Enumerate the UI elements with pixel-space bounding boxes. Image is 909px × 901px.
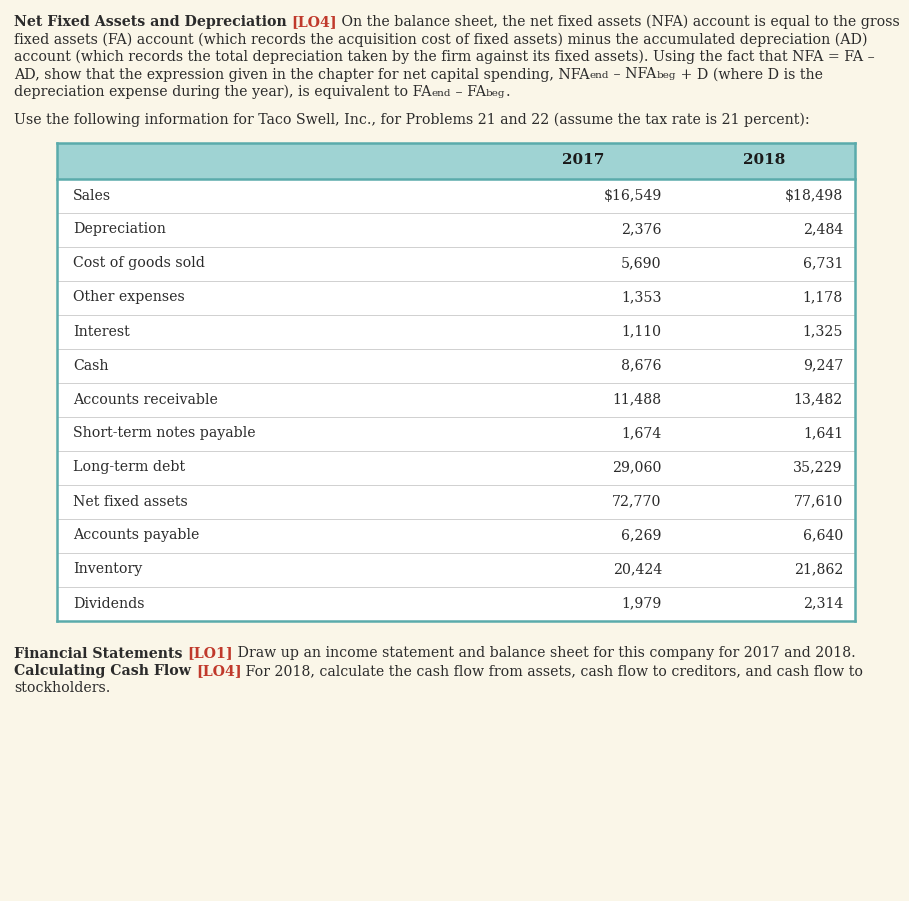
- Text: Inventory: Inventory: [73, 562, 142, 577]
- Text: Accounts payable: Accounts payable: [73, 529, 199, 542]
- Text: 77,610: 77,610: [794, 495, 843, 508]
- Text: end: end: [590, 71, 609, 80]
- Text: 2,484: 2,484: [803, 223, 843, 236]
- Text: 6,640: 6,640: [803, 529, 843, 542]
- Text: [LO1]: [LO1]: [187, 647, 233, 660]
- Text: 1,979: 1,979: [622, 596, 662, 611]
- Bar: [57, 142, 855, 178]
- Text: 1,353: 1,353: [622, 290, 662, 305]
- Text: – NFA: – NFA: [609, 68, 656, 81]
- Text: Net Fixed Assets and Depreciation: Net Fixed Assets and Depreciation: [14, 15, 292, 29]
- Text: $18,498: $18,498: [784, 188, 843, 203]
- Text: 5,690: 5,690: [621, 257, 662, 270]
- Text: 11,488: 11,488: [613, 393, 662, 406]
- Text: Financial Statements: Financial Statements: [14, 647, 187, 660]
- Text: 1,674: 1,674: [622, 426, 662, 441]
- Text: Dividends: Dividends: [73, 596, 145, 611]
- Text: 2,314: 2,314: [803, 596, 843, 611]
- Text: 1,641: 1,641: [803, 426, 843, 441]
- Text: [LO4]: [LO4]: [292, 15, 337, 29]
- Text: account (which records the total depreciation taken by the firm against its fixe: account (which records the total depreci…: [14, 50, 874, 64]
- Text: [LO4]: [LO4]: [195, 664, 242, 678]
- Text: 35,229: 35,229: [794, 460, 843, 475]
- Text: 2,376: 2,376: [622, 223, 662, 236]
- Text: Long-term debt: Long-term debt: [73, 460, 185, 475]
- Text: .: .: [505, 85, 510, 99]
- Text: 1,325: 1,325: [803, 324, 843, 339]
- Text: beg: beg: [486, 88, 505, 97]
- Text: beg: beg: [656, 71, 676, 80]
- Text: Short-term notes payable: Short-term notes payable: [73, 426, 255, 441]
- Text: 21,862: 21,862: [794, 562, 843, 577]
- Text: Calculating Cash Flow: Calculating Cash Flow: [14, 664, 195, 678]
- Text: 6,731: 6,731: [803, 257, 843, 270]
- Text: depreciation expense during the year), is equivalent to FA: depreciation expense during the year), i…: [14, 85, 432, 99]
- Text: Cost of goods sold: Cost of goods sold: [73, 257, 205, 270]
- Bar: [57, 142, 855, 621]
- Text: 13,482: 13,482: [794, 393, 843, 406]
- Text: – FA: – FA: [451, 85, 486, 99]
- Text: 1,178: 1,178: [803, 290, 843, 305]
- Text: Interest: Interest: [73, 324, 130, 339]
- Text: 6,269: 6,269: [622, 529, 662, 542]
- Text: 9,247: 9,247: [803, 359, 843, 372]
- Text: Draw up an income statement and balance sheet for this company for 2017 and 2018: Draw up an income statement and balance …: [233, 647, 855, 660]
- Text: 2017: 2017: [562, 153, 604, 168]
- Text: Use the following information for Taco Swell, Inc., for Problems 21 and 22 (assu: Use the following information for Taco S…: [14, 113, 810, 127]
- Text: On the balance sheet, the net fixed assets (NFA) account is equal to the gross: On the balance sheet, the net fixed asse…: [337, 15, 900, 30]
- Text: Net fixed assets: Net fixed assets: [73, 495, 188, 508]
- Text: 20,424: 20,424: [613, 562, 662, 577]
- Text: Accounts receivable: Accounts receivable: [73, 393, 218, 406]
- Text: end: end: [432, 88, 451, 97]
- Text: Cash: Cash: [73, 359, 108, 372]
- Text: $16,549: $16,549: [604, 188, 662, 203]
- Text: Sales: Sales: [73, 188, 111, 203]
- Text: 2018: 2018: [744, 153, 785, 168]
- Text: AD, show that the expression given in the chapter for net capital spending, NFA: AD, show that the expression given in th…: [14, 68, 590, 81]
- Text: 8,676: 8,676: [622, 359, 662, 372]
- Text: stockholders.: stockholders.: [14, 681, 110, 696]
- Text: For 2018, calculate the cash flow from assets, cash flow to creditors, and cash : For 2018, calculate the cash flow from a…: [242, 664, 864, 678]
- Text: fixed assets (FA) account (which records the acquisition cost of fixed assets) m: fixed assets (FA) account (which records…: [14, 32, 867, 47]
- Text: Other expenses: Other expenses: [73, 290, 185, 305]
- Text: + D (where D is the: + D (where D is the: [676, 68, 823, 81]
- Text: Depreciation: Depreciation: [73, 223, 165, 236]
- Text: 29,060: 29,060: [613, 460, 662, 475]
- Text: 1,110: 1,110: [622, 324, 662, 339]
- Text: 72,770: 72,770: [613, 495, 662, 508]
